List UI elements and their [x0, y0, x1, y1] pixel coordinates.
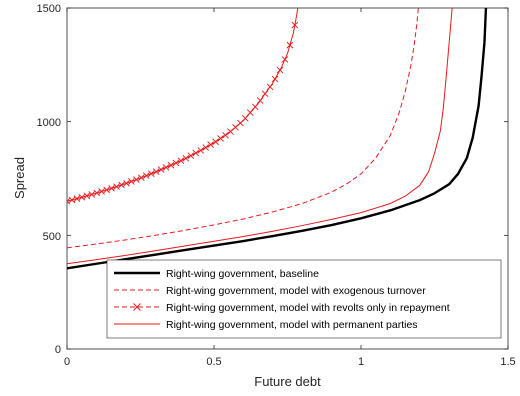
- series-marker-revolts-8: [103, 186, 110, 194]
- x-tick-label-1: 0.5: [206, 356, 221, 368]
- series-marker-revolts-13: [128, 178, 135, 185]
- series-line-baseline: [67, 8, 488, 270]
- x-tick-label-3: 1.5: [500, 356, 515, 368]
- series-marker-revolts-9: [108, 185, 115, 192]
- axis-ticks: [66, 7, 509, 350]
- y-tick-label-3: 1500: [37, 3, 61, 15]
- series-marker-revolts-23: [177, 157, 185, 164]
- series-marker-revolts-21: [167, 161, 175, 169]
- series-marker-revolts-38: [251, 103, 259, 111]
- series-line-permanent: [67, 8, 453, 265]
- series-marker-revolts-19: [157, 166, 165, 173]
- series-marker-revolts-12: [123, 179, 130, 187]
- series-marker-revolts-30: [212, 138, 219, 146]
- series-marker-revolts-20: [162, 164, 170, 171]
- series-marker-revolts-6: [93, 189, 101, 197]
- y-axis-label: Spread: [12, 157, 27, 199]
- series-marker-revolts-15: [137, 174, 145, 182]
- series-marker-revolts-37: [246, 109, 254, 116]
- series-line-revolts: [67, 8, 299, 202]
- series-marker-revolts-25: [187, 152, 195, 159]
- series-marker-revolts-17: [147, 170, 155, 178]
- series-marker-revolts-32: [222, 131, 229, 139]
- series-marker-revolts-5: [88, 191, 96, 198]
- series-marker-revolts-33: [227, 128, 234, 135]
- legend-marker-revolts: [133, 303, 141, 311]
- series-marker-revolts-2: [73, 195, 81, 202]
- series-marker-revolts-22: [172, 159, 180, 167]
- series-marker-revolts-3: [78, 194, 86, 201]
- series-marker-revolts-10: [113, 183, 120, 190]
- series-marker-revolts-41: [266, 83, 274, 91]
- series-marker-revolts-7: [98, 188, 105, 195]
- series-marker-revolts-40: [261, 90, 269, 98]
- y-tick-label-2: 1000: [37, 117, 61, 129]
- series-marker-revolts-26: [192, 149, 200, 157]
- series-marker-revolts-34: [232, 124, 239, 131]
- series-marker-revolts-4: [83, 192, 91, 200]
- legend-box: [106, 259, 502, 339]
- series-marker-revolts-11: [118, 181, 125, 189]
- legend-label-permanent: Right-wing government, model with perman…: [166, 319, 418, 331]
- series-marker-revolts-36: [241, 114, 249, 122]
- legend-label-revolts: Right-wing government, model with revolt…: [166, 302, 450, 314]
- series-marker-revolts-14: [133, 176, 140, 183]
- series-marker-revolts-39: [256, 97, 264, 104]
- legend-label-exogenous: Right-wing government, model with exogen…: [166, 285, 426, 297]
- series-marker-revolts-42: [271, 75, 279, 83]
- series-marker-revolts-31: [217, 135, 224, 142]
- series-marker-revolts-43: [276, 66, 284, 74]
- legend-label-baseline: Right-wing government, baseline: [166, 268, 319, 280]
- series-marker-revolts-0: [67, 197, 71, 205]
- series-marker-revolts-44: [281, 56, 289, 63]
- series-marker-revolts-27: [197, 147, 205, 154]
- x-tick-label-2: 1: [358, 356, 364, 368]
- x-axis-label: Future debt: [254, 374, 321, 389]
- series-marker-revolts-46: [291, 21, 299, 29]
- series-marker-revolts-1: [68, 196, 76, 204]
- series-line-exogenous: [67, 8, 419, 249]
- y-tick-label-1: 500: [43, 231, 61, 243]
- x-tick-label-0: 0: [64, 356, 70, 368]
- legend: Right-wing government, baseline Right-wi…: [106, 259, 502, 339]
- series-marker-revolts-16: [142, 172, 150, 180]
- series-marker-revolts-24: [182, 154, 190, 162]
- plot-frame: [66, 7, 509, 350]
- y-tick-label-0: 0: [55, 344, 61, 356]
- series-marker-revolts-45: [286, 41, 294, 49]
- series-marker-revolts-18: [152, 168, 160, 176]
- series-layer: [67, 8, 488, 270]
- series-marker-revolts-28: [202, 144, 210, 151]
- series-marker-revolts-29: [207, 141, 214, 149]
